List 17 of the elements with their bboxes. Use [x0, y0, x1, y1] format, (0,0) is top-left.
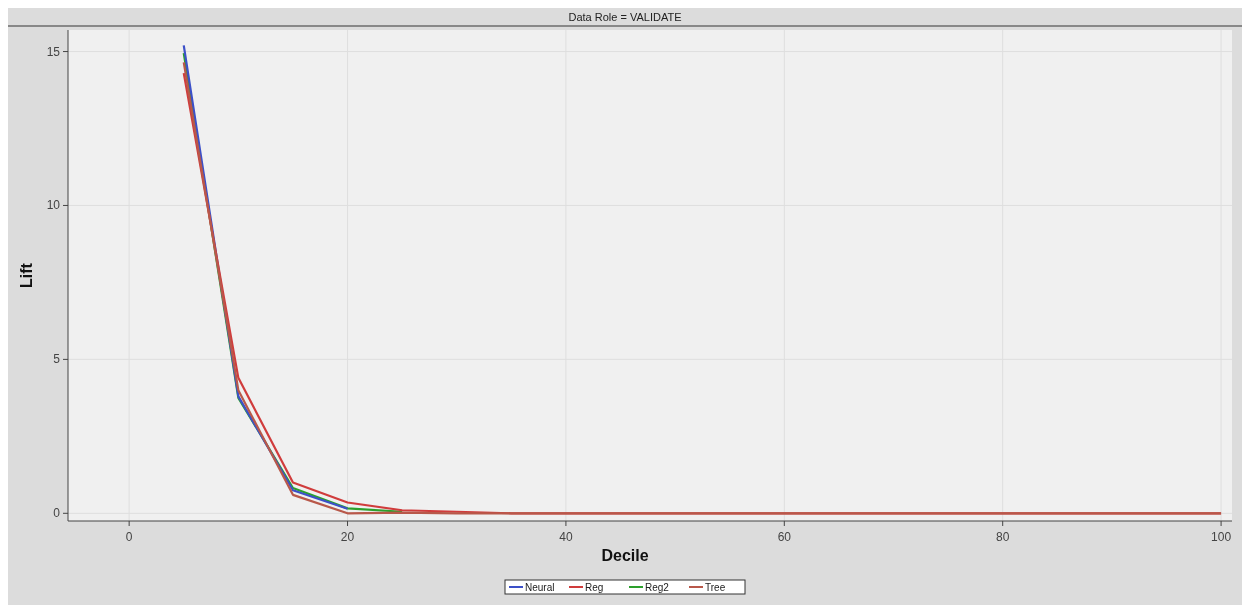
- x-tick-label: 60: [777, 530, 792, 544]
- legend-label: Reg2: [645, 582, 670, 593]
- legend-label: Neural: [525, 582, 555, 593]
- legend-label: Tree: [705, 582, 726, 593]
- x-tick-label: 40: [559, 530, 573, 544]
- x-tick-label: 0: [125, 530, 133, 544]
- x-tick-label: 100: [1211, 530, 1232, 544]
- chart-title: Data Role = VALIDATE: [568, 11, 682, 23]
- legend-label: Reg: [585, 582, 604, 593]
- y-tick-label: 10: [46, 198, 61, 213]
- x-tick-label: 20: [340, 530, 355, 544]
- y-axis-title: Lift: [18, 262, 35, 288]
- y-tick-label: 5: [53, 352, 61, 367]
- x-tick-label: 80: [996, 530, 1010, 544]
- x-axis-title: Decile: [601, 547, 649, 564]
- y-tick-label: 0: [53, 506, 61, 521]
- y-tick-label: 15: [46, 44, 61, 59]
